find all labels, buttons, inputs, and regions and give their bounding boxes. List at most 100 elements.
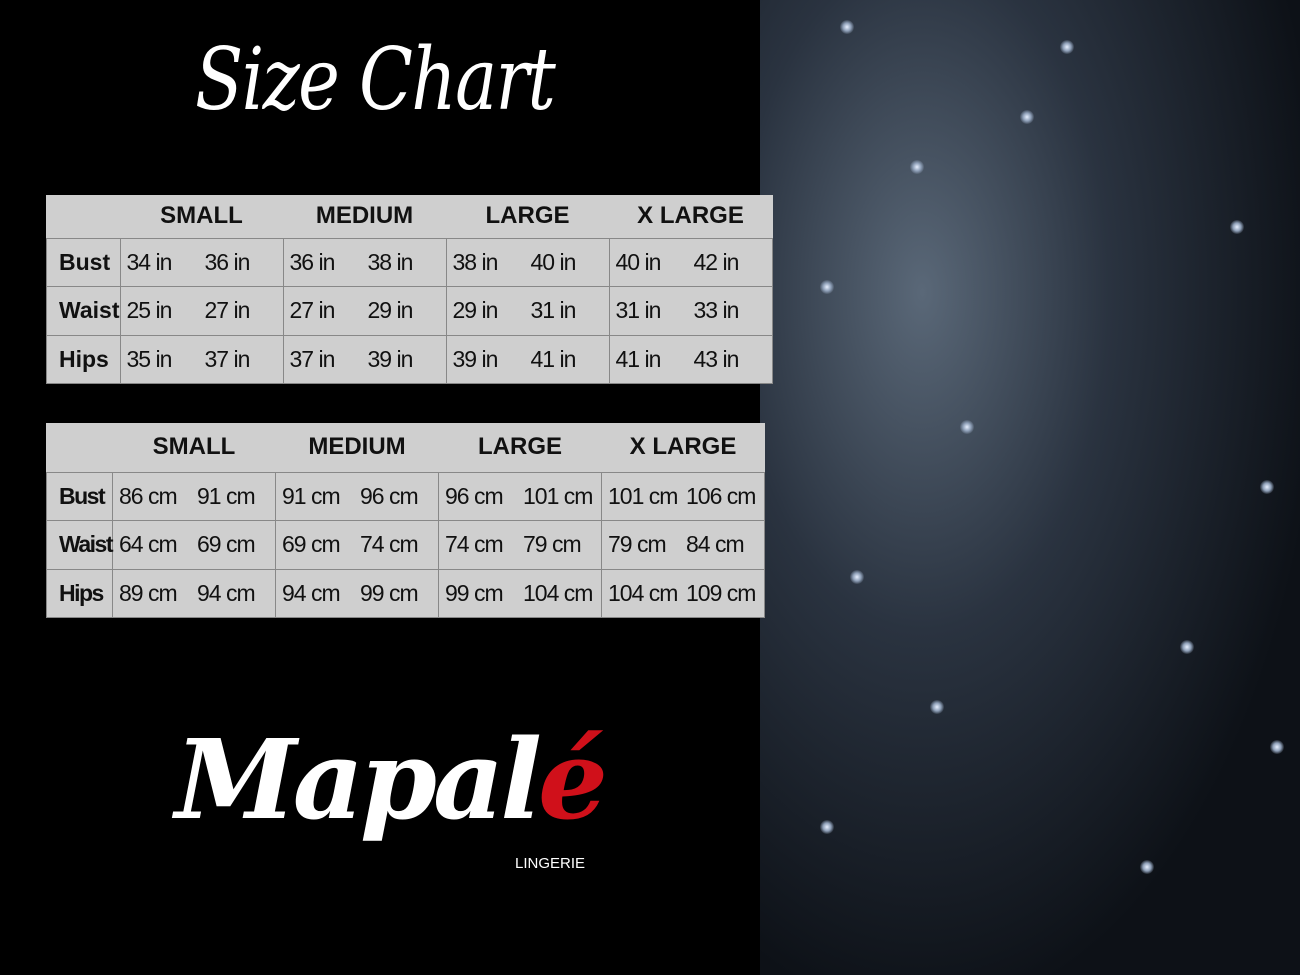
size-cell: 31 in 33 in [608,286,773,336]
size-header: LARGE [485,202,570,230]
size-header: MEDIUM [308,433,406,461]
max-value: 91 cm [197,482,256,509]
size-cell: 96 cm 101 cm [438,471,602,521]
size-cell: 101 cm 106 cm [601,471,765,521]
max-value: 40 in [530,248,577,275]
tufted-button-highlight [1230,220,1244,234]
min-value: 69 cm [282,531,341,558]
min-value: 34 in [126,248,173,275]
max-value: 27 in [204,297,251,324]
table-row: Waist 25 in 27 in 27 in 29 in 29 in 31 in 31 in… [46,286,773,336]
size-cell: 34 in 36 in [119,237,284,287]
max-value: 37 in [204,345,251,372]
min-value: 37 in [289,345,336,372]
table-row: Bust 34 in 36 in 36 in 38 in 38 in 40 in 40 in 4… [46,237,773,287]
tufted-button-highlight [840,20,854,34]
size-cell: 79 cm 84 cm [601,520,765,570]
tufted-button-highlight [850,570,864,584]
max-value: 31 in [530,297,577,324]
size-cell: 37 in 39 in [282,334,447,384]
table-row: Bust 86 cm 91 cm 91 cm 96 cm 96 cm 101 cm 101 c… [46,471,765,521]
max-value: 38 in [367,248,414,275]
logo-subtitle: LINGERIE [515,855,586,872]
tufted-button-highlight [930,700,944,714]
size-cell: 91 cm 96 cm [275,471,439,521]
min-value: 94 cm [282,579,341,606]
size-cell: 35 in 37 in [119,334,284,384]
min-value: 86 cm [119,482,178,509]
max-value: 101 cm [523,482,593,509]
size-cell: 38 in 40 in [445,237,610,287]
tufted-button-highlight [1020,110,1034,124]
min-value: 25 in [126,297,173,324]
row-label: Bust [46,237,121,287]
tufted-button-highlight [960,420,974,434]
size-table-inches: SMALL MEDIUM LARGE X LARGE Bust 34 in 36 in 36 … [46,195,773,384]
row-label: Waist [46,286,121,336]
min-value: 64 cm [119,531,178,558]
size-table-cm: SMALL MEDIUM LARGE X LARGE Bust 86 cm 91 cm 91 … [46,423,765,618]
min-value: 104 cm [608,579,678,606]
min-value: 101 cm [608,482,678,509]
size-cell: 86 cm 91 cm [112,471,276,521]
min-value: 79 cm [608,531,667,558]
model-photo [760,0,1300,975]
size-cell: 25 in 27 in [119,286,284,336]
table-row: Hips 35 in 37 in 37 in 39 in 39 in 41 in 41 in 4… [46,334,773,384]
min-value: 39 in [452,345,499,372]
max-value: 74 cm [360,531,419,558]
header-row: SMALL MEDIUM LARGE X LARGE [47,195,773,238]
max-value: 29 in [367,297,414,324]
size-cell: 41 in 43 in [608,334,773,384]
min-value: 99 cm [445,579,504,606]
max-value: 79 cm [523,531,582,558]
size-cell: 27 in 29 in [282,286,447,336]
tufted-button-highlight [1270,740,1284,754]
max-value: 36 in [204,248,251,275]
min-value: 41 in [615,345,662,372]
logo-text: Mapal [175,715,542,844]
size-cell: 74 cm 79 cm [438,520,602,570]
max-value: 99 cm [360,579,419,606]
min-value: 36 in [289,248,336,275]
size-header: MEDIUM [315,202,414,230]
size-cell: 104 cm 109 cm [601,568,765,618]
max-value: 94 cm [197,579,256,606]
logo-accent: é [538,715,608,844]
min-value: 27 in [289,297,336,324]
size-cell: 99 cm 104 cm [438,568,602,618]
min-value: 96 cm [445,482,504,509]
max-value: 109 cm [686,579,756,606]
size-cell: 69 cm 74 cm [275,520,439,570]
max-value: 43 in [693,345,740,372]
max-value: 42 in [693,248,740,275]
tufted-button-highlight [1140,860,1154,874]
brand-logo: Mapalé [175,715,608,844]
page-title: Size Chart [195,30,556,130]
min-value: 89 cm [119,579,178,606]
max-value: 104 cm [523,579,593,606]
size-header: X LARGE [629,433,737,461]
header-row: SMALL MEDIUM LARGE X LARGE [47,423,765,472]
max-value: 69 cm [197,531,256,558]
size-cell: 36 in 38 in [282,237,447,287]
max-value: 96 cm [360,482,419,509]
max-value: 33 in [693,297,740,324]
size-header: X LARGE [637,202,744,230]
min-value: 31 in [615,297,662,324]
min-value: 91 cm [282,482,341,509]
row-label: Hips [46,334,121,384]
tufted-button-highlight [1260,480,1274,494]
tufted-button-highlight [820,280,834,294]
max-value: 84 cm [686,531,745,558]
row-label: Hips [46,568,113,618]
size-cell: 94 cm 99 cm [275,568,439,618]
size-header: SMALL [152,433,236,461]
size-cell: 40 in 42 in [608,237,773,287]
min-value: 38 in [452,248,499,275]
size-cell: 89 cm 94 cm [112,568,276,618]
row-label: Bust [46,471,113,521]
min-value: 29 in [452,297,499,324]
min-value: 74 cm [445,531,504,558]
tufted-button-highlight [820,820,834,834]
